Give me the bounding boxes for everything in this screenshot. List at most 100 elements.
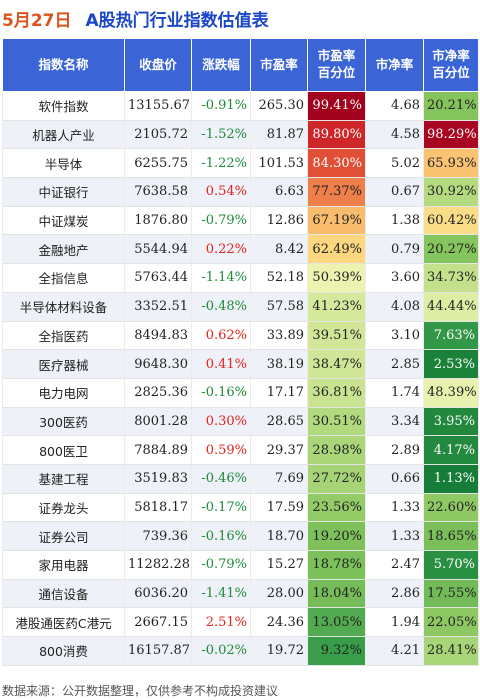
change-pct-cell: -1.22% — [191, 148, 251, 179]
table-row: 半导体 6255.75 -1.22% 101.53 84.30% 5.02 65.93% — [2, 148, 479, 179]
pb-percentile-cell: 20.27% — [423, 234, 479, 265]
pb-cell: 4.08 — [365, 292, 424, 322]
table-row: 金融地产 5544.94 0.22% 8.42 62.49% 0.79 20.27% — [2, 234, 479, 265]
index-name-cell: 证券公司 — [2, 521, 125, 551]
change-pct-cell: -1.41% — [191, 579, 251, 609]
col-header-pe-pct: 市盈率 百分位 — [307, 38, 366, 92]
close-price-cell: 11282.28 — [124, 550, 192, 580]
index-name-cell: 中证银行 — [2, 177, 125, 207]
table-row: 证券龙头 5818.17 -0.17% 17.59 23.56% 1.33 22.60% — [2, 493, 479, 523]
date-label: 5月27日 — [2, 10, 72, 31]
close-price-cell: 7638.58 — [124, 177, 192, 207]
pe-cell: 28.00 — [250, 579, 308, 609]
close-price-cell: 16157.87 — [124, 636, 192, 666]
pe-percentile-cell: 19.20% — [307, 521, 366, 551]
pe-percentile-cell: 67.19% — [307, 206, 366, 236]
change-pct-cell: 0.22% — [191, 234, 251, 265]
pe-cell: 28.65 — [250, 407, 308, 437]
pe-percentile-cell: 99.41% — [307, 91, 366, 121]
change-pct-cell: -0.46% — [191, 464, 251, 494]
change-pct-cell: 0.41% — [191, 349, 251, 379]
pb-cell: 2.47 — [365, 550, 424, 580]
pe-percentile-cell: 41.23% — [307, 292, 366, 322]
pe-percentile-cell: 13.05% — [307, 607, 366, 638]
index-name-cell: 家用电器 — [2, 550, 125, 580]
pb-cell: 1.33 — [365, 493, 424, 523]
pe-percentile-cell: 62.49% — [307, 234, 366, 265]
pb-percentile-cell: 5.70% — [423, 550, 479, 580]
index-name-cell: 医疗器械 — [2, 349, 125, 379]
table-row: 800消费 16157.87 -0.02% 19.72 9.32% 4.21 28.41% — [2, 636, 479, 666]
pe-percentile-cell: 39.51% — [307, 321, 366, 351]
table-row: 中证煤炭 1876.80 -0.79% 12.86 67.19% 1.38 60.42% — [2, 206, 479, 236]
change-pct-cell: -0.17% — [191, 493, 251, 523]
pe-percentile-cell: 30.51% — [307, 407, 366, 437]
change-pct-cell: 2.51% — [191, 607, 251, 638]
change-pct-cell: -0.91% — [191, 91, 251, 121]
index-name-cell: 金融地产 — [2, 234, 125, 265]
table-row: 软件指数 13155.67 -0.91% 265.30 99.41% 4.68 20.21% — [2, 91, 479, 121]
change-pct-cell: 0.54% — [191, 177, 251, 207]
pe-cell: 15.27 — [250, 550, 308, 580]
pe-cell: 17.17 — [250, 378, 308, 408]
pe-cell: 19.72 — [250, 636, 308, 666]
pb-cell: 0.67 — [365, 177, 424, 207]
pb-cell: 3.60 — [365, 263, 424, 293]
pe-cell: 29.37 — [250, 435, 308, 465]
close-price-cell: 13155.67 — [124, 91, 192, 121]
col-header-pe: 市盈率 — [250, 38, 308, 92]
change-pct-cell: -0.02% — [191, 636, 251, 666]
pb-cell: 1.38 — [365, 206, 424, 236]
pb-percentile-cell: 30.92% — [423, 177, 479, 207]
page-title: A股热门行业指数估值表 — [85, 10, 269, 31]
pb-percentile-cell: 1.13% — [423, 464, 479, 494]
pe-cell: 57.58 — [250, 292, 308, 322]
close-price-cell: 9648.30 — [124, 349, 192, 379]
close-price-cell: 2105.72 — [124, 120, 192, 150]
pb-percentile-cell: 3.95% — [423, 407, 479, 437]
pe-cell: 17.59 — [250, 493, 308, 523]
index-name-cell: 800医卫 — [2, 435, 125, 465]
index-name-cell: 全指信息 — [2, 263, 125, 293]
pe-percentile-cell: 9.32% — [307, 636, 366, 666]
pb-cell: 4.68 — [365, 91, 424, 121]
pe-percentile-cell: 28.98% — [307, 435, 366, 465]
index-name-cell: 800消费 — [2, 636, 125, 666]
col-header-change: 涨跌幅 — [191, 38, 251, 92]
pe-percentile-cell: 38.47% — [307, 349, 366, 379]
pe-cell: 33.89 — [250, 321, 308, 351]
pe-cell: 24.36 — [250, 607, 308, 638]
change-pct-cell: -0.48% — [191, 292, 251, 322]
table-row: 电力电网 2825.36 -0.16% 17.17 36.81% 1.74 48.39% — [2, 378, 479, 408]
pb-cell: 2.86 — [365, 579, 424, 609]
pb-percentile-cell: 2.53% — [423, 349, 479, 379]
table-header-row: 指数名称 收盘价 涨跌幅 市盈率 市盈率 百分位 市净率 市净率 百分位 — [2, 38, 479, 92]
pe-cell: 52.18 — [250, 263, 308, 293]
table-row: 全指医药 8494.83 0.62% 33.89 39.51% 3.10 7.63% — [2, 321, 479, 351]
pb-percentile-cell: 28.41% — [423, 636, 479, 666]
index-name-cell: 电力电网 — [2, 378, 125, 408]
close-price-cell: 6036.20 — [124, 579, 192, 609]
close-price-cell: 5818.17 — [124, 493, 192, 523]
pb-cell: 1.94 — [365, 607, 424, 638]
table-row: 半导体材料设备 3352.51 -0.48% 57.58 41.23% 4.08 44.44… — [2, 292, 479, 322]
pe-cell: 101.53 — [250, 148, 308, 179]
pb-cell: 3.34 — [365, 407, 424, 437]
index-name-cell: 基建工程 — [2, 464, 125, 494]
pe-percentile-cell: 27.72% — [307, 464, 366, 494]
table-body: 软件指数 13155.67 -0.91% 265.30 99.41% 4.68 20.21%… — [2, 91, 479, 666]
pe-percentile-cell: 50.39% — [307, 263, 366, 293]
change-pct-cell: 0.59% — [191, 435, 251, 465]
close-price-cell: 5544.94 — [124, 234, 192, 265]
pb-percentile-cell: 7.63% — [423, 321, 479, 351]
pe-percentile-cell: 36.81% — [307, 378, 366, 408]
table-row: 医疗器械 9648.30 0.41% 38.19 38.47% 2.85 2.53% — [2, 349, 479, 379]
close-price-cell: 739.36 — [124, 521, 192, 551]
pe-cell: 38.19 — [250, 349, 308, 379]
col-header-pb: 市净率 — [365, 38, 424, 92]
pe-percentile-cell: 77.37% — [307, 177, 366, 207]
close-price-cell: 3519.83 — [124, 464, 192, 494]
pb-percentile-cell: 18.65% — [423, 521, 479, 551]
pb-cell: 1.33 — [365, 521, 424, 551]
pe-percentile-cell: 23.56% — [307, 493, 366, 523]
